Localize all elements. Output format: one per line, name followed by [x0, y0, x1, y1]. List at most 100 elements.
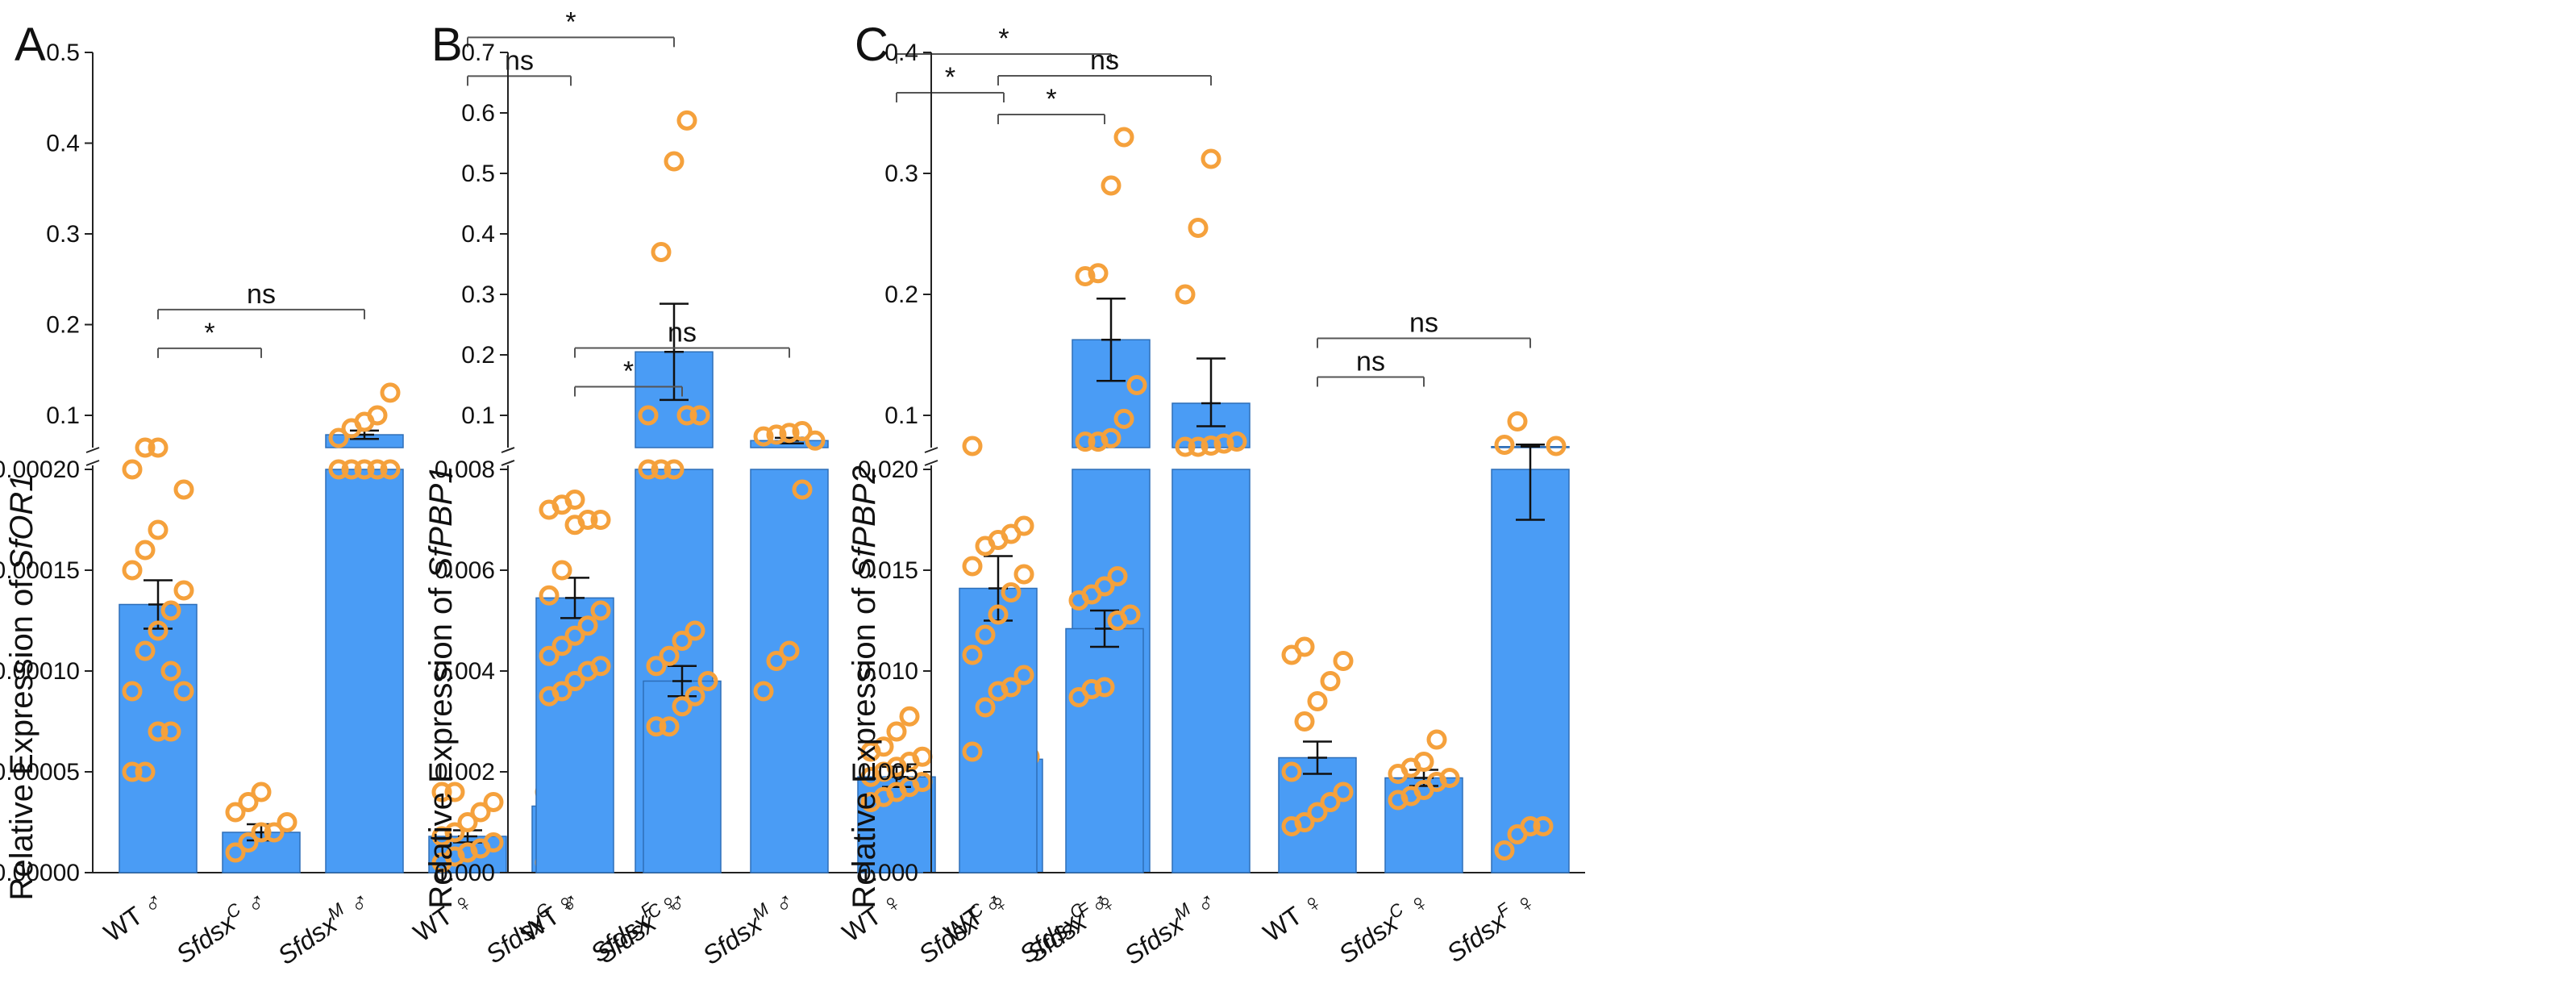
data-point	[873, 736, 894, 757]
data-point	[962, 556, 983, 577]
data-point	[431, 782, 452, 802]
data-point	[225, 842, 246, 863]
data-point	[1188, 436, 1209, 457]
y-tick-label: 0.4	[884, 40, 918, 66]
data-point	[577, 510, 598, 530]
data-point	[1307, 802, 1328, 823]
x-tick-label: SfdsxM ♂	[1117, 884, 1222, 970]
data-point	[160, 600, 181, 621]
data-point	[148, 519, 169, 540]
y-tick-label: 0.00020	[0, 456, 80, 483]
data-point	[792, 479, 813, 500]
data-point	[590, 600, 611, 621]
data-point	[753, 426, 774, 447]
data-point	[664, 151, 685, 172]
y-tick-label: 0.004	[435, 658, 495, 685]
data-point	[638, 405, 659, 426]
data-point	[564, 490, 585, 510]
y-tick-label: 0.00000	[0, 860, 80, 886]
y-tick-label: 0.5	[46, 40, 80, 66]
y-tick-label: 0.1	[461, 402, 495, 429]
y-tick-label: 0.000	[435, 860, 495, 886]
x-label-sex: ♂	[762, 886, 801, 924]
x-tick-label: SfdsxM ♂	[271, 884, 376, 970]
data-point	[685, 620, 705, 641]
y-axis-label: Relative Expression of SfPBP2	[847, 465, 882, 908]
significance-label: *	[204, 318, 214, 348]
data-point	[380, 382, 401, 403]
x-label-sex: ♂	[1184, 886, 1222, 924]
panel-A: A 0.00000 0.00005 0.00010 0.00015 0.00020 0.1 0…	[0, 6, 729, 970]
y-tick-label: 0.020	[858, 456, 918, 483]
axis-break-mark	[924, 447, 938, 453]
y-tick-label: 0.006	[435, 557, 495, 584]
x-tick-label: SfdsxC ♀	[1332, 884, 1435, 969]
data-point	[1507, 411, 1528, 431]
bar	[1491, 469, 1570, 873]
y-tick-label: 0.005	[858, 759, 918, 786]
bar	[1171, 469, 1251, 873]
data-point	[225, 802, 246, 823]
data-point	[367, 459, 388, 480]
data-point	[1520, 816, 1541, 836]
y-tick-label: 0.008	[435, 456, 495, 483]
data-point	[173, 580, 194, 601]
axis-break-mark	[85, 447, 100, 453]
y-tick-label: 0.2	[461, 342, 495, 369]
y-tick-label: 0.00010	[0, 658, 80, 685]
data-point	[564, 671, 585, 691]
data-point	[659, 716, 680, 737]
data-point	[676, 405, 697, 426]
data-point	[160, 721, 181, 742]
data-point	[251, 822, 272, 843]
data-point	[380, 459, 401, 480]
data-point	[1213, 433, 1234, 454]
data-point	[590, 656, 611, 677]
data-point	[766, 651, 787, 671]
data-point	[1013, 564, 1034, 585]
x-label-sex: ♀	[1396, 886, 1435, 924]
data-point	[1175, 436, 1196, 457]
data-point	[1013, 515, 1034, 536]
bar	[1278, 757, 1357, 873]
x-label-sex: ♀	[1503, 886, 1542, 924]
data-point	[1075, 265, 1096, 286]
x-tick-label: SfdsxF ♀	[1440, 884, 1542, 968]
data-point	[148, 721, 169, 742]
y-tick-label: 0.1	[46, 402, 80, 429]
data-point	[444, 782, 465, 802]
data-point	[664, 459, 685, 480]
data-point	[264, 822, 285, 843]
data-point	[646, 716, 667, 737]
data-point	[1120, 604, 1141, 625]
data-point	[1188, 217, 1209, 238]
data-point	[483, 832, 504, 852]
data-point	[1088, 263, 1109, 284]
y-axis-label-prefix: Relative Expression of	[847, 578, 882, 908]
data-point	[1426, 729, 1447, 750]
data-point	[1413, 752, 1434, 772]
panel-letter-A: A	[15, 19, 46, 71]
data-point	[697, 671, 718, 691]
x-tick-label: WT ♂	[98, 886, 169, 948]
y-tick-label: 0.3	[46, 221, 80, 248]
data-point	[962, 644, 983, 665]
data-point	[1546, 436, 1567, 456]
data-point	[1320, 671, 1341, 691]
data-point	[238, 792, 259, 812]
data-point	[173, 681, 194, 702]
data-point	[779, 423, 800, 444]
data-point	[354, 459, 375, 480]
x-label-sex: ♂	[234, 886, 273, 924]
data-point	[1126, 374, 1147, 395]
data-point	[1333, 782, 1354, 802]
data-point	[766, 424, 787, 445]
bar	[643, 680, 722, 873]
data-point	[1013, 665, 1034, 686]
y-tick-label: 0.6	[461, 100, 495, 127]
x-label-sex: ♂	[337, 886, 376, 924]
significance-label: ns	[247, 279, 276, 310]
y-tick-label: 0.3	[884, 160, 918, 187]
data-point	[753, 681, 774, 702]
data-point	[689, 405, 710, 426]
